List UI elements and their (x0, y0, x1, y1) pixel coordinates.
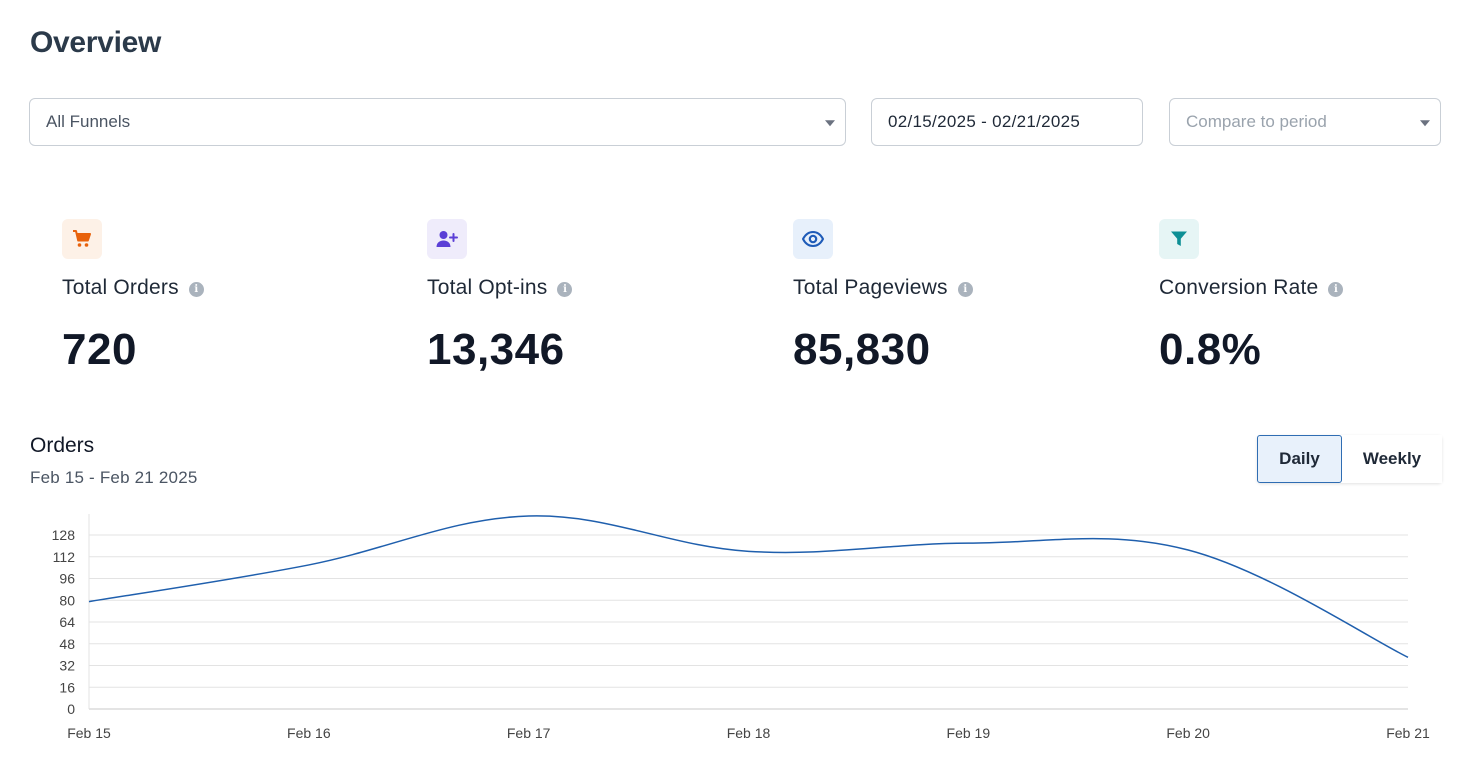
daily-toggle-button[interactable]: Daily (1257, 435, 1342, 483)
stat-value: 13,346 (427, 325, 565, 374)
date-range-value: 02/15/2025 - 02/21/2025 (888, 112, 1081, 131)
x-tick-label: Feb 21 (1386, 725, 1430, 741)
y-tick-label: 64 (59, 614, 75, 630)
y-tick-label: 48 (59, 636, 75, 652)
y-tick-label: 16 (59, 679, 75, 695)
orders-series-line (88, 515, 1409, 659)
x-tick-label: Feb 15 (67, 725, 111, 741)
compare-period-select[interactable]: Compare to period (1169, 98, 1441, 146)
y-tick-label: 128 (52, 527, 76, 543)
info-icon[interactable]: i (188, 282, 204, 297)
weekly-toggle-button[interactable]: Weekly (1342, 435, 1442, 483)
x-tick-label: Feb 16 (287, 725, 331, 741)
stat-card-total-orders: Total Orders i 720 (62, 219, 392, 375)
y-tick-label: 112 (53, 549, 76, 565)
stat-card-total-optins: Total Opt-ins i 13,346 (427, 219, 757, 375)
eye-icon (793, 219, 833, 259)
chevron-down-icon (1420, 120, 1430, 127)
x-tick-label: Feb 20 (1166, 725, 1210, 741)
stat-card-conversion-rate: Conversion Rate i 0.8% (1159, 219, 1480, 375)
date-range-input[interactable]: 02/15/2025 - 02/21/2025 (871, 98, 1143, 146)
chevron-down-icon (825, 120, 835, 127)
stat-card-total-pageviews: Total Pageviews i 85,830 (793, 219, 1123, 375)
stat-value: 0.8% (1159, 325, 1262, 374)
orders-line-chart: 0 16 32 48 64 80 96 112 128 Feb 15 Feb 16 Feb 17 Feb… (52, 514, 1430, 741)
info-icon[interactable]: i (557, 282, 573, 297)
stat-label: Conversion Rate (1159, 276, 1319, 299)
info-icon[interactable]: i (1328, 282, 1344, 297)
stat-label: Total Orders (62, 276, 179, 299)
user-plus-icon (427, 219, 467, 259)
y-tick-label: 96 (59, 571, 75, 587)
info-icon[interactable]: i (957, 282, 973, 297)
chart-title: Orders (30, 434, 95, 457)
x-tick-label: Feb 18 (727, 725, 771, 741)
y-tick-label: 80 (59, 592, 75, 608)
y-tick-label: 0 (67, 701, 75, 717)
stat-label: Total Opt-ins (427, 276, 548, 299)
stat-label: Total Pageviews (793, 276, 948, 299)
funnel-select-value: All Funnels (46, 112, 131, 131)
funnel-select[interactable]: All Funnels (29, 98, 846, 146)
compare-period-placeholder: Compare to period (1186, 112, 1327, 131)
cart-icon (62, 219, 102, 259)
funnel-icon (1159, 219, 1199, 259)
period-toggle: Daily Weekly (1257, 435, 1442, 483)
chart-subtitle: Feb 15 - Feb 21 2025 (30, 468, 198, 487)
stat-value: 720 (62, 325, 137, 374)
x-tick-label: Feb 19 (947, 725, 991, 741)
stat-value: 85,830 (793, 325, 931, 374)
y-tick-label: 32 (59, 658, 75, 674)
page-title: Overview (30, 26, 162, 59)
x-tick-label: Feb 17 (507, 725, 551, 741)
